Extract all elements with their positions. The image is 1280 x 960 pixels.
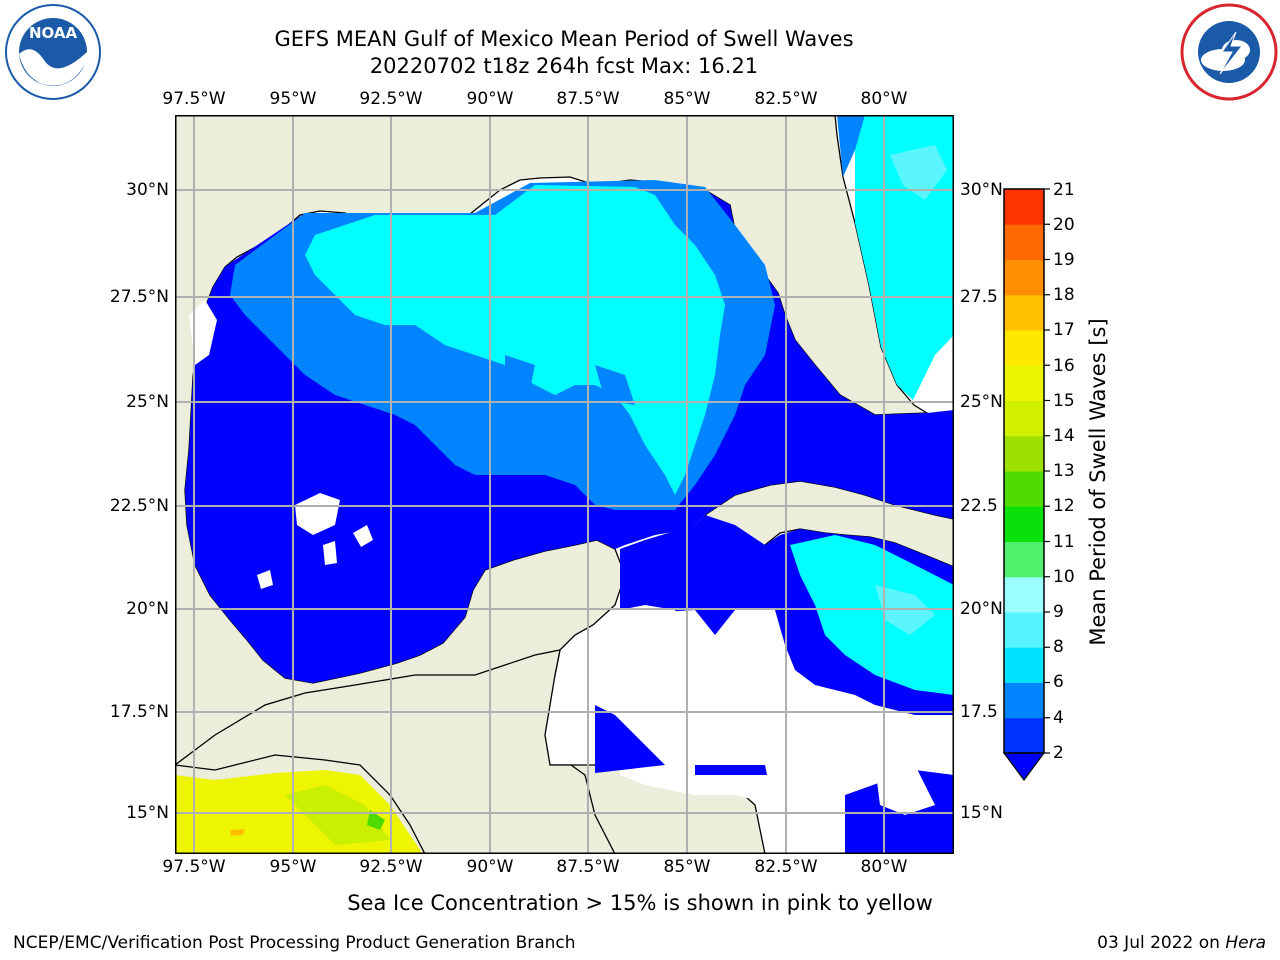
footer-credit: NCEP/EMC/Verification Post Processing Pr… [13, 933, 576, 953]
colorbar-tick: 18 [1053, 285, 1075, 305]
footer-host: Hera [1225, 933, 1266, 953]
noaa-logo: NOAA [5, 4, 101, 100]
colorbar-tick: 8 [1053, 637, 1064, 657]
lat-label-right: 22.5 [960, 496, 998, 516]
colorbar-segment [1004, 435, 1044, 472]
colorbar-segment [1004, 189, 1044, 225]
lon-label-bottom: 95°W [269, 857, 317, 877]
colorbar-tick: 21 [1053, 180, 1075, 200]
map-frame [175, 115, 954, 854]
colorbar-segment [1004, 682, 1044, 719]
lon-label-top: 80°W [860, 89, 908, 109]
colorbar-segment [1004, 506, 1044, 542]
lon-label-bottom: 92.5°W [359, 857, 423, 877]
colorbar-tick: 17 [1053, 320, 1075, 340]
noaa-logo-text: NOAA [29, 24, 78, 42]
colorbar-segment [1004, 224, 1044, 260]
colorbar-tick: 20 [1053, 215, 1075, 235]
lat-label-right: 30°N [960, 180, 1003, 200]
lon-label-top: 90°W [466, 89, 514, 109]
lon-label-bottom: 87.5°W [556, 857, 620, 877]
chart-title: GEFS MEAN Gulf of Mexico Mean Period of … [274, 27, 854, 51]
map-gridlines [175, 115, 954, 854]
colorbar-tick: 9 [1053, 602, 1064, 622]
colorbar-tick: 16 [1053, 356, 1075, 376]
footer-date: 03 Jul 2022 on Hera [1097, 933, 1266, 953]
lat-label-left: 15°N [126, 803, 169, 823]
lon-label-bottom: 90°W [466, 857, 514, 877]
colorbar-tick: 15 [1053, 391, 1075, 411]
map-panel [175, 115, 954, 854]
colorbar-segment [1004, 612, 1044, 648]
colorbar-tick: 2 [1053, 743, 1064, 763]
lat-label-left: 30°N [126, 180, 169, 200]
colorbar-tick: 13 [1053, 461, 1075, 481]
colorbar-segment [1004, 717, 1044, 754]
footer-date-text: 03 Jul 2022 on [1097, 933, 1226, 953]
colorbar-segment [1004, 365, 1044, 401]
lat-label-right: 25°N [960, 392, 1003, 412]
colorbar-segment [1004, 259, 1044, 296]
lat-label-right: 27.5 [960, 287, 998, 307]
colorbar-tick: 4 [1053, 708, 1064, 728]
lat-label-left: 25°N [126, 392, 169, 412]
colorbar-tick: 11 [1053, 532, 1075, 552]
lat-label-right: 20°N [960, 599, 1003, 619]
colorbar-tick: 12 [1053, 496, 1075, 516]
sea-ice-note: Sea Ice Concentration > 15% is shown in … [347, 891, 933, 915]
lon-label-bottom: 80°W [860, 857, 908, 877]
colorbar-segment [1004, 576, 1044, 613]
lon-label-top: 97.5°W [162, 89, 226, 109]
colorbar-tick: 6 [1053, 672, 1064, 692]
lon-label-top: 95°W [269, 89, 317, 109]
lon-label-top: 82.5°W [754, 89, 818, 109]
colorbar-segment [1004, 330, 1044, 366]
colorbar-tick: 19 [1053, 250, 1075, 270]
lon-label-top: 92.5°W [359, 89, 423, 109]
lon-label-top: 85°W [663, 89, 711, 109]
colorbar-label: Mean Period of Swell Waves [s] [1086, 318, 1110, 646]
colorbar-segment [1004, 471, 1044, 507]
lat-label-left: 20°N [126, 599, 169, 619]
chart-subtitle: 20220702 t18z 264h fcst Max: 16.21 [369, 54, 759, 78]
lon-label-bottom: 97.5°W [162, 857, 226, 877]
colorbar-segment [1004, 541, 1044, 578]
colorbar-tick: 14 [1053, 426, 1075, 446]
nws-logo [1180, 3, 1278, 101]
colorbar-segment [1004, 400, 1044, 437]
gulf-water-cyan [305, 185, 725, 495]
colorbar-frame [1003, 188, 1045, 754]
lat-label-right: 17.5 [960, 702, 998, 722]
lat-label-left: 27.5°N [109, 287, 169, 307]
lat-label-left: 17.5°N [109, 702, 169, 722]
colorbar-tick: 10 [1053, 567, 1075, 587]
lon-label-top: 87.5°W [556, 89, 620, 109]
colorbar-segment [1004, 294, 1044, 331]
lon-label-bottom: 85°W [663, 857, 711, 877]
colorbar [1002, 188, 1050, 782]
colorbar-segment [1004, 647, 1044, 683]
colorbar-under-arrow [1002, 752, 1046, 782]
lat-label-left: 22.5°N [109, 496, 169, 516]
lon-label-bottom: 82.5°W [754, 857, 818, 877]
lat-label-right: 15°N [960, 803, 1003, 823]
